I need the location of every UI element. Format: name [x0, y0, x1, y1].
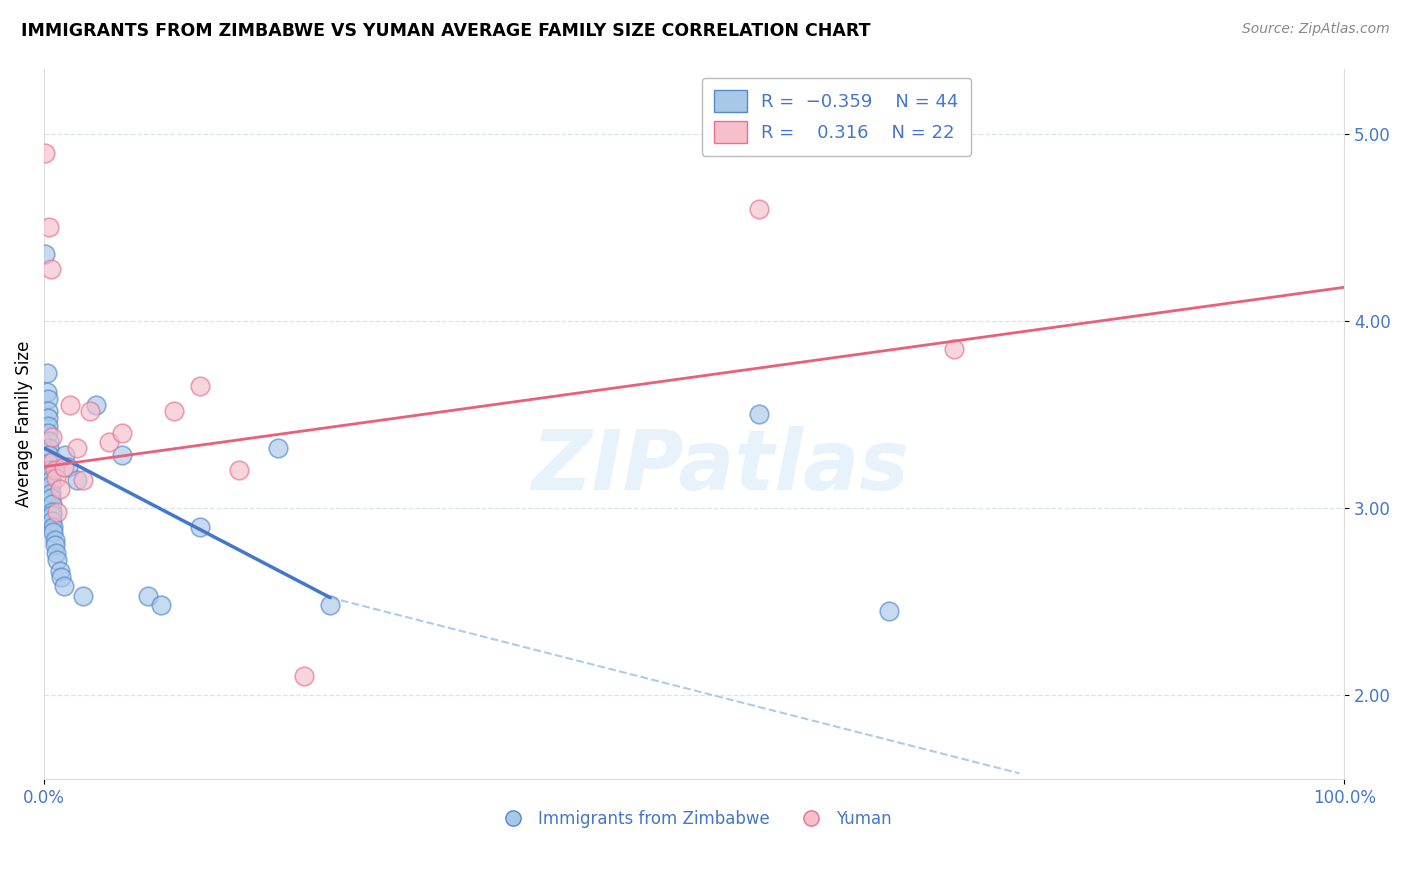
Point [35, 384, 58, 399]
Point [44, 533, 66, 547]
Point [46, 505, 69, 519]
Point [52, 579, 75, 593]
Point [943, 342, 966, 356]
Point [136, 589, 159, 603]
Text: IMMIGRANTS FROM ZIMBABWE VS YUMAN AVERAGE FAMILY SIZE CORRELATION CHART: IMMIGRANTS FROM ZIMBABWE VS YUMAN AVERAG… [21, 22, 870, 40]
Point [39, 473, 62, 487]
Point [39, 467, 62, 482]
Point [188, 519, 211, 533]
Point [37, 403, 59, 417]
Point [65, 473, 87, 487]
Point [65, 441, 87, 455]
Point [34, 145, 56, 160]
Point [35, 366, 58, 380]
Point [748, 202, 770, 216]
Point [72, 589, 94, 603]
Point [150, 598, 173, 612]
Point [44, 463, 66, 477]
Point [111, 426, 134, 441]
Point [45, 471, 67, 485]
Point [267, 441, 290, 455]
Point [39, 491, 62, 506]
Point [59, 398, 82, 412]
Point [98, 435, 121, 450]
Point [79, 403, 101, 417]
Point [48, 565, 70, 579]
Point [44, 538, 66, 552]
Point [38, 449, 60, 463]
Point [52, 459, 75, 474]
Point [37, 426, 59, 441]
Point [38, 220, 60, 235]
Point [42, 525, 65, 540]
Point [49, 570, 72, 584]
Point [38, 456, 60, 470]
Text: ZIPatlas: ZIPatlas [531, 425, 910, 507]
Point [39, 261, 62, 276]
Point [38, 441, 60, 455]
Point [41, 505, 63, 519]
Point [34, 246, 56, 260]
Point [56, 459, 79, 474]
Point [42, 519, 65, 533]
Point [228, 463, 250, 477]
Legend: Immigrants from Zimbabwe, Yuman: Immigrants from Zimbabwe, Yuman [489, 803, 898, 835]
Point [84, 398, 107, 412]
Point [41, 430, 63, 444]
Point [41, 514, 63, 528]
Point [292, 669, 315, 683]
Point [319, 598, 342, 612]
Point [41, 497, 63, 511]
Point [37, 392, 59, 407]
Point [39, 478, 62, 492]
Point [38, 434, 60, 448]
Point [41, 508, 63, 523]
Y-axis label: Average Family Size: Average Family Size [15, 341, 32, 507]
Point [46, 553, 69, 567]
Point [163, 403, 186, 417]
Point [48, 482, 70, 496]
Point [39, 486, 62, 500]
Point [879, 604, 901, 618]
Point [45, 546, 67, 560]
Text: Source: ZipAtlas.com: Source: ZipAtlas.com [1241, 22, 1389, 37]
Point [111, 449, 134, 463]
Point [53, 449, 76, 463]
Point [37, 411, 59, 425]
Point [42, 454, 65, 468]
Point [37, 418, 59, 433]
Point [38, 463, 60, 477]
Point [72, 473, 94, 487]
Point [188, 379, 211, 393]
Point [748, 408, 770, 422]
